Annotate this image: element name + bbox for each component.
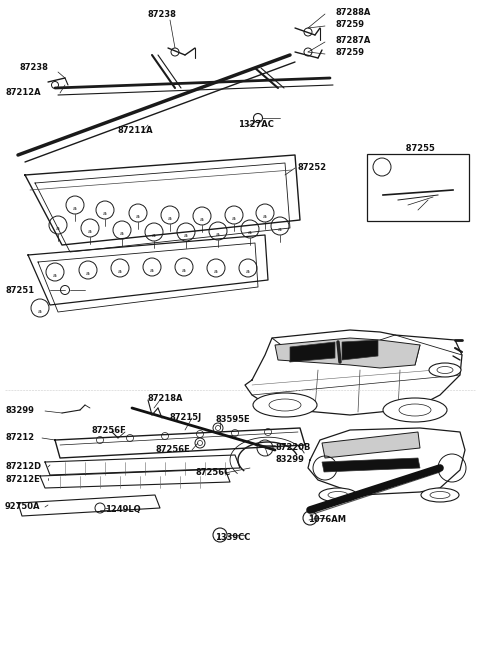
Text: 1249LQ: 1249LQ	[105, 505, 141, 514]
Ellipse shape	[429, 363, 461, 377]
Text: 87215J: 87215J	[170, 413, 202, 422]
Ellipse shape	[430, 491, 450, 498]
Text: 87218A: 87218A	[148, 394, 183, 403]
Text: a: a	[182, 268, 186, 273]
Text: 87256C: 87256C	[195, 468, 230, 477]
Text: 87259: 87259	[335, 48, 364, 57]
Text: a: a	[168, 216, 172, 221]
Text: 87212: 87212	[5, 433, 34, 442]
Text: 87220B: 87220B	[275, 443, 311, 452]
Text: a: a	[248, 230, 252, 235]
Text: 87211A: 87211A	[118, 126, 154, 135]
Text: a: a	[184, 233, 188, 238]
Polygon shape	[275, 338, 420, 368]
Text: 83299: 83299	[275, 455, 304, 464]
Text: 87212D: 87212D	[5, 462, 41, 471]
Text: 87287A: 87287A	[335, 36, 371, 45]
Text: 83595E: 83595E	[215, 415, 250, 424]
Text: a: a	[38, 309, 42, 314]
Text: a: a	[103, 211, 107, 216]
Ellipse shape	[437, 367, 453, 373]
Ellipse shape	[383, 398, 447, 422]
Text: a: a	[200, 217, 204, 222]
Text: 83299: 83299	[5, 406, 34, 415]
Polygon shape	[342, 340, 378, 360]
Text: 92750A: 92750A	[5, 502, 40, 511]
Text: a: a	[152, 233, 156, 238]
FancyBboxPatch shape	[367, 154, 469, 221]
Text: 1339CC: 1339CC	[215, 533, 251, 542]
Text: 87288A: 87288A	[335, 8, 371, 17]
Text: a: a	[120, 231, 124, 236]
Text: 87238: 87238	[147, 10, 177, 19]
Text: 87255: 87255	[400, 144, 435, 153]
Text: a: a	[278, 227, 282, 232]
Text: a: a	[118, 269, 122, 274]
Text: a: a	[263, 214, 267, 219]
Text: 87212A: 87212A	[5, 88, 41, 97]
Text: a: a	[53, 273, 57, 278]
Ellipse shape	[328, 491, 348, 498]
Text: 1327AC: 1327AC	[238, 120, 274, 129]
Ellipse shape	[253, 393, 317, 417]
Text: 87238: 87238	[20, 63, 49, 72]
Text: 87255: 87255	[396, 164, 427, 172]
Polygon shape	[290, 342, 335, 362]
Text: a: a	[86, 271, 90, 276]
Text: 87256E: 87256E	[155, 445, 190, 454]
Polygon shape	[322, 458, 420, 472]
Text: a: a	[214, 269, 218, 274]
Text: a: a	[88, 229, 92, 234]
Text: a: a	[56, 226, 60, 231]
Text: 87212E: 87212E	[5, 475, 40, 484]
Text: 87259: 87259	[335, 20, 364, 29]
Text: 87251: 87251	[5, 286, 34, 295]
Polygon shape	[322, 432, 420, 458]
Text: a: a	[246, 269, 250, 274]
Text: 87252: 87252	[298, 163, 327, 172]
Text: a: a	[150, 268, 154, 273]
Ellipse shape	[421, 488, 459, 502]
Text: a: a	[380, 168, 384, 173]
Text: a: a	[136, 214, 140, 219]
Text: 87256F: 87256F	[92, 426, 127, 435]
Ellipse shape	[399, 404, 431, 416]
Ellipse shape	[319, 488, 357, 502]
Text: a: a	[73, 206, 77, 211]
Text: a: a	[232, 216, 236, 221]
Text: a: a	[216, 232, 220, 237]
Text: 1076AM: 1076AM	[308, 515, 346, 524]
Ellipse shape	[269, 399, 301, 411]
